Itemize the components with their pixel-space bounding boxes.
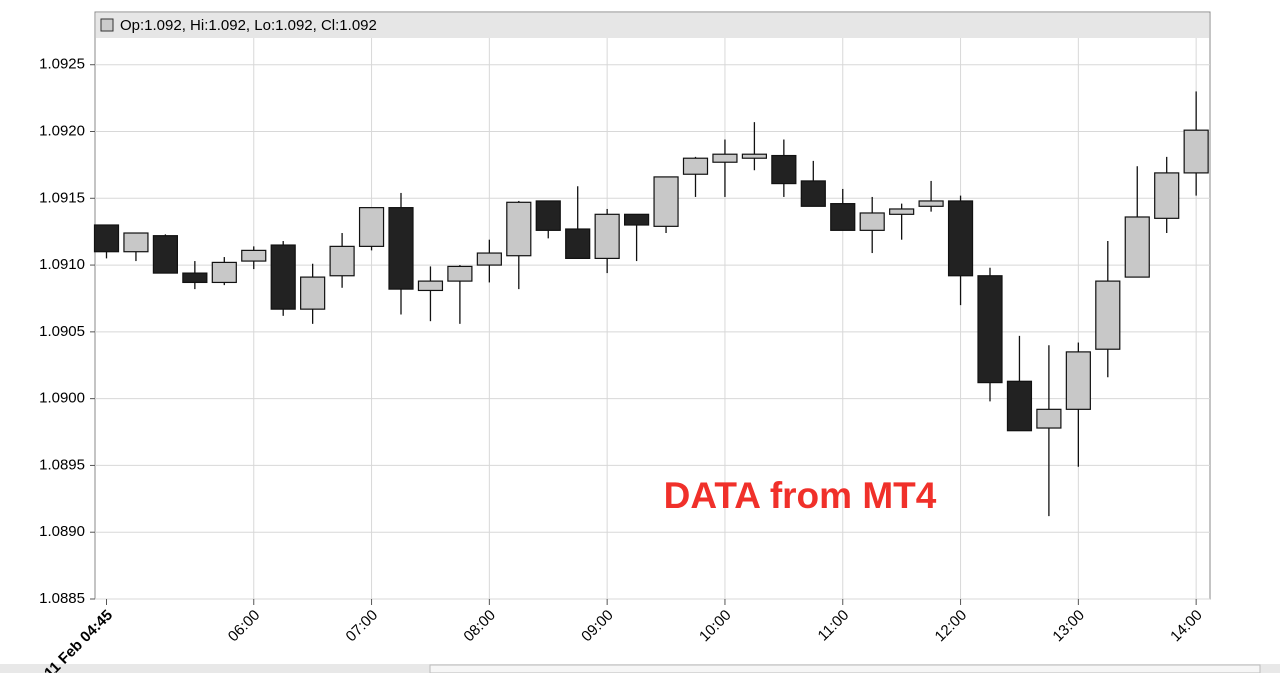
- x-tick-label: 07:00: [343, 607, 382, 646]
- plot-frame: [94, 11, 1211, 600]
- candle-body: [182, 272, 208, 284]
- y-tick-label: 1.0890: [39, 523, 85, 540]
- x-tick-label: 13:00: [1049, 607, 1088, 646]
- candle-body: [594, 213, 620, 259]
- y-tick-label: 1.0915: [39, 189, 85, 206]
- candle-body: [830, 203, 856, 231]
- candle-body: [859, 212, 885, 231]
- candle-body: [476, 252, 502, 266]
- candle-body: [1065, 351, 1091, 410]
- candle-body: [447, 265, 473, 282]
- candle-body: [1124, 216, 1150, 278]
- x-tick-label: 10:00: [696, 607, 735, 646]
- candle-body: [918, 200, 944, 207]
- candle-body: [1095, 280, 1121, 350]
- candle-body: [358, 207, 385, 247]
- candle-body: [123, 232, 149, 253]
- x-tick-label: 12:00: [932, 607, 971, 646]
- candle-body: [682, 157, 709, 175]
- scroll-thumb: [429, 664, 1261, 673]
- candle-body: [329, 245, 355, 277]
- candle-body: [241, 249, 267, 262]
- candle-body: [270, 244, 296, 310]
- candle-body: [388, 207, 414, 290]
- y-tick-label: 1.0900: [39, 390, 85, 407]
- candle-body: [623, 213, 650, 226]
- candle-body: [977, 275, 1003, 384]
- y-tick-label: 1.0925: [39, 56, 85, 73]
- x-tick-label: 09:00: [578, 607, 617, 646]
- x-tick-label: 06:00: [225, 607, 264, 646]
- header-text: Op:1.092, Hi:1.092, Lo:1.092, Cl:1.092: [120, 17, 377, 34]
- y-tick-label: 1.0905: [39, 323, 85, 340]
- candle-body: [152, 235, 178, 274]
- candle-body: [211, 261, 237, 284]
- x-tick-label: 08:00: [460, 607, 499, 646]
- candle-body: [653, 176, 679, 227]
- candle-body: [1006, 380, 1033, 432]
- y-tick-label: 1.0910: [39, 256, 85, 273]
- candle-body: [741, 153, 768, 159]
- candle-body: [1154, 172, 1180, 219]
- x-tick-label: 11 Feb 04:45: [41, 607, 116, 673]
- candle-body: [565, 228, 591, 259]
- x-tick-label: 14:00: [1167, 607, 1206, 646]
- candle-body: [947, 200, 974, 277]
- header-swatch: [100, 18, 114, 32]
- candle-body: [1036, 408, 1062, 429]
- candle-body: [300, 276, 326, 310]
- y-tick-label: 1.0920: [39, 122, 85, 139]
- candle-body: [889, 208, 915, 215]
- candle-body: [417, 280, 444, 292]
- candle-body: [506, 201, 532, 257]
- y-tick-label: 1.0885: [39, 590, 85, 607]
- candle-body: [712, 153, 738, 163]
- annotation: DATA from MT4: [664, 475, 937, 516]
- candle-body: [535, 200, 561, 231]
- candle-body: [800, 180, 826, 207]
- x-tick-label: 11:00: [815, 607, 853, 645]
- candle-body: [93, 224, 120, 253]
- header-bar: [96, 13, 1209, 38]
- candle-body: [1183, 129, 1209, 174]
- candle-body: [771, 154, 797, 185]
- y-tick-label: 1.0895: [39, 456, 85, 473]
